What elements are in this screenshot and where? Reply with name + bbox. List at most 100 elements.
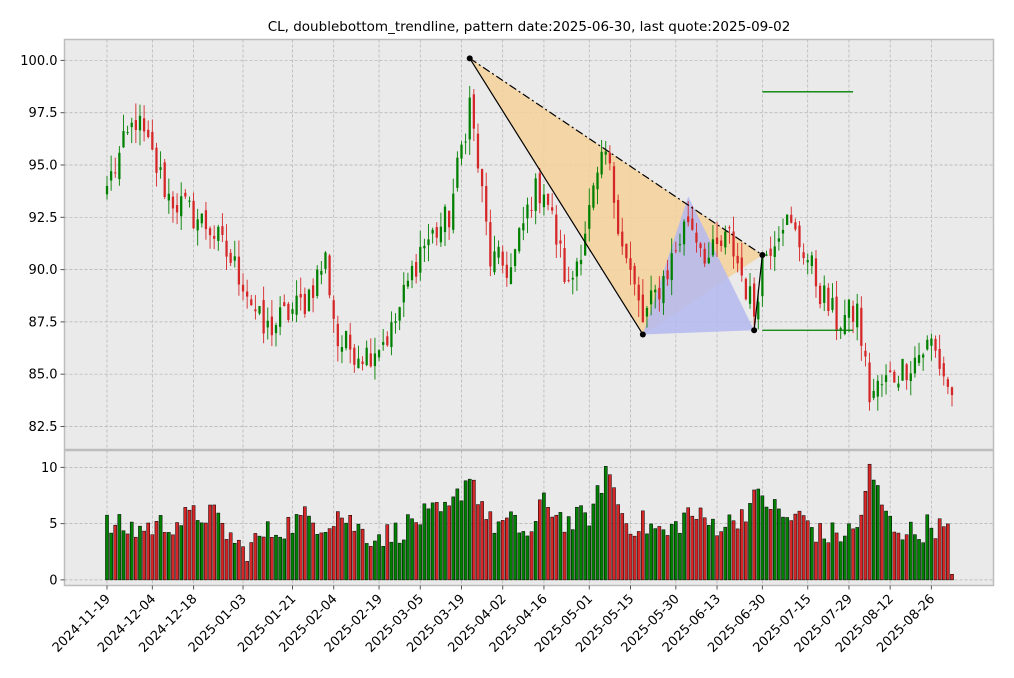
volume-bar: [331, 526, 336, 581]
candle-body: [518, 228, 521, 252]
volume-bar: [228, 532, 233, 581]
volume-bar: [183, 507, 188, 581]
volume-bar: [340, 517, 344, 581]
candlestick-series: [105, 85, 954, 411]
volume-bar: [327, 528, 332, 581]
candle-body: [876, 380, 879, 397]
volume-bar: [253, 533, 258, 581]
volume-bar: [496, 521, 501, 581]
candle-body: [604, 151, 607, 155]
candle-body: [439, 226, 443, 243]
candle-body: [612, 166, 616, 203]
volume-bar: [608, 474, 612, 581]
candle-body: [831, 297, 834, 310]
candle-body: [241, 284, 245, 292]
candle-body: [687, 216, 690, 223]
volume-bar: [529, 531, 534, 581]
candle-body: [765, 254, 768, 256]
candle-body: [913, 357, 917, 374]
candle-body: [427, 239, 430, 246]
candle-body: [917, 355, 921, 364]
volume-bar: [834, 532, 839, 581]
volume-bar: [636, 531, 641, 581]
candle-body: [600, 151, 603, 175]
volume-bar: [369, 546, 373, 581]
candle-body: [950, 387, 954, 396]
pattern-breakout-line: [753, 254, 763, 331]
volume-bar: [187, 509, 192, 581]
candle-body: [711, 239, 715, 256]
candle-body: [654, 289, 657, 293]
volume-bar: [204, 522, 208, 581]
volume-bar: [632, 535, 637, 581]
volume-bar: [686, 507, 690, 581]
volume-bar: [735, 528, 740, 581]
candle-body: [641, 294, 644, 323]
volume-bar: [612, 487, 616, 581]
price-tick-label: 90.0: [29, 263, 58, 278]
price-tick-label: 85.0: [29, 368, 58, 383]
volume-bar: [566, 516, 571, 581]
volume-bar: [393, 522, 398, 581]
candle-body: [534, 178, 537, 211]
volume-bar: [690, 515, 695, 581]
volume-bar: [377, 534, 381, 581]
volume-bar: [628, 533, 633, 581]
candle-body: [180, 196, 183, 217]
candle-body: [287, 303, 290, 320]
candle-body: [394, 321, 397, 323]
volume-bar: [212, 504, 216, 581]
candle-body: [122, 131, 125, 148]
volume-bar: [533, 521, 538, 581]
candle-body: [596, 172, 599, 190]
price-tick-label: 95.0: [29, 159, 58, 174]
candle-body: [571, 277, 574, 280]
candle-body: [134, 120, 137, 130]
volume-bar: [426, 508, 431, 581]
volume-bar: [884, 510, 888, 581]
volume-bar: [929, 527, 934, 581]
volume-bar: [838, 541, 843, 581]
volume-bar: [167, 532, 171, 581]
candle-body: [674, 250, 677, 252]
volume-bar: [265, 521, 270, 581]
candle-body: [200, 213, 203, 224]
candle-body: [295, 295, 298, 315]
candle-body: [369, 353, 372, 367]
candle-body: [340, 347, 344, 352]
volume-bar: [373, 540, 377, 581]
volume-bar: [257, 535, 262, 581]
volume-bar: [950, 574, 954, 581]
volume-bar: [711, 518, 715, 581]
volume-bar: [793, 513, 798, 581]
candle-body: [942, 363, 945, 377]
volume-bar: [801, 515, 806, 581]
volume-bar: [892, 531, 897, 581]
candle-body: [460, 144, 463, 159]
candle-body: [278, 307, 282, 327]
volume-bar: [583, 512, 587, 581]
candle-body: [823, 285, 826, 303]
volume-bar: [117, 514, 122, 581]
candle-body: [377, 350, 381, 358]
volume-bar: [669, 524, 674, 581]
candle-body: [175, 204, 179, 213]
volume-bar: [125, 533, 130, 581]
candle-body: [307, 289, 311, 312]
candle-body: [452, 193, 455, 230]
volume-bar: [830, 522, 835, 581]
candle-body: [926, 339, 929, 350]
volume-bar: [381, 546, 385, 581]
candle-body: [740, 257, 743, 276]
volume-bar: [154, 521, 159, 581]
candle-body: [522, 223, 525, 231]
candle-body: [406, 280, 410, 287]
volume-bar: [937, 518, 942, 581]
pattern-point: [751, 327, 758, 334]
candle-body: [167, 193, 170, 201]
volume-bar: [162, 532, 167, 581]
candle-body: [485, 186, 488, 222]
volume-bar: [455, 488, 460, 581]
candle-body: [509, 267, 513, 285]
